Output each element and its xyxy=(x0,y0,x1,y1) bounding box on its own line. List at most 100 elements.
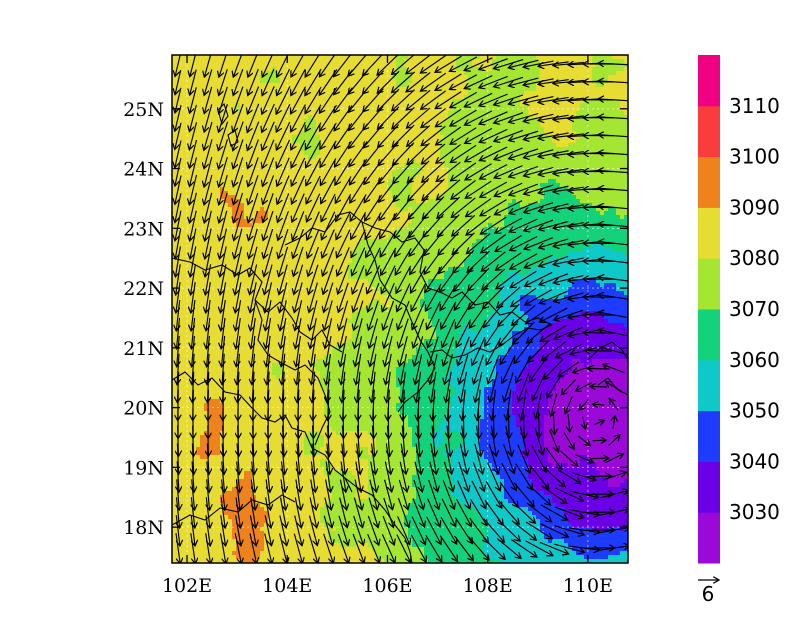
field-cell xyxy=(460,219,465,224)
field-cell xyxy=(272,191,277,196)
field-cell xyxy=(284,227,289,232)
field-cell xyxy=(360,123,365,128)
field-cell xyxy=(332,199,337,204)
field-cell xyxy=(372,111,377,116)
field-cell xyxy=(328,135,333,140)
field-cell xyxy=(588,91,593,96)
field-cell xyxy=(240,71,245,76)
field-cell xyxy=(532,115,537,120)
field-cell xyxy=(392,171,397,176)
field-cell xyxy=(396,207,401,212)
field-cell xyxy=(424,203,429,208)
field-cell xyxy=(180,139,185,144)
field-cell xyxy=(368,99,373,104)
field-cell xyxy=(200,123,205,128)
field-cell xyxy=(200,211,205,216)
field-cell xyxy=(316,95,321,100)
field-cell xyxy=(616,131,621,136)
field-cell xyxy=(340,151,345,156)
field-cell xyxy=(392,111,397,116)
field-cell xyxy=(284,99,289,104)
field-cell xyxy=(172,55,177,60)
field-cell xyxy=(428,135,433,140)
field-cell xyxy=(564,115,569,120)
field-cell xyxy=(624,71,628,76)
field-cell xyxy=(364,171,369,176)
field-cell xyxy=(224,99,229,104)
field-cell xyxy=(544,223,549,228)
field-cell xyxy=(252,175,257,180)
field-cell xyxy=(288,199,293,204)
field-cell xyxy=(480,215,485,220)
field-cell xyxy=(268,143,273,148)
field-cell xyxy=(488,155,493,160)
field-cell xyxy=(224,127,229,132)
field-cell xyxy=(180,199,185,204)
field-cell xyxy=(472,207,477,212)
field-cell xyxy=(384,107,389,112)
field-cell xyxy=(556,219,561,224)
field-cell xyxy=(376,99,381,104)
field-cell xyxy=(388,119,393,124)
field-cell xyxy=(500,219,505,224)
field-cell xyxy=(340,83,345,88)
field-cell xyxy=(468,107,473,112)
field-cell xyxy=(316,139,321,144)
field-cell xyxy=(340,147,345,152)
field-cell xyxy=(300,223,305,228)
field-cell xyxy=(616,147,621,152)
field-cell xyxy=(532,119,537,124)
field-cell xyxy=(580,71,585,76)
field-cell xyxy=(236,119,241,124)
field-cell xyxy=(580,211,585,216)
field-cell xyxy=(184,63,189,68)
field-cell xyxy=(520,223,525,228)
field-cell xyxy=(488,67,493,72)
field-cell xyxy=(444,195,449,200)
field-cell xyxy=(380,187,385,192)
field-cell xyxy=(316,191,321,196)
field-cell xyxy=(600,211,605,216)
field-cell xyxy=(404,215,409,220)
field-cell xyxy=(316,111,321,116)
field-cell xyxy=(452,171,457,176)
field-cell xyxy=(328,195,333,200)
field-cell xyxy=(420,223,425,228)
field-cell xyxy=(348,131,353,136)
field-cell xyxy=(616,99,621,104)
field-cell xyxy=(508,131,513,136)
field-cell xyxy=(452,135,457,140)
field-cell xyxy=(504,107,509,112)
field-cell xyxy=(368,151,373,156)
field-cell xyxy=(624,111,628,116)
field-cell xyxy=(604,163,609,168)
field-cell xyxy=(624,139,628,144)
field-cell xyxy=(464,135,469,140)
field-cell xyxy=(244,175,249,180)
field-cell xyxy=(504,147,509,152)
field-cell xyxy=(356,111,361,116)
field-cell xyxy=(564,103,569,108)
field-cell xyxy=(428,223,433,228)
field-cell xyxy=(452,163,457,168)
field-cell xyxy=(612,119,617,124)
field-cell xyxy=(300,103,305,108)
field-cell xyxy=(384,99,389,104)
field-cell xyxy=(468,91,473,96)
field-cell xyxy=(184,107,189,112)
field-cell xyxy=(328,171,333,176)
field-cell xyxy=(184,159,189,164)
field-cell xyxy=(476,199,481,204)
field-cell xyxy=(456,95,461,100)
field-cell xyxy=(304,203,309,208)
field-cell xyxy=(616,215,621,220)
field-cell xyxy=(256,119,261,124)
field-cell xyxy=(580,103,585,108)
field-cell xyxy=(520,215,525,220)
field-cell xyxy=(596,155,601,160)
field-cell xyxy=(292,135,297,140)
field-cell xyxy=(220,59,225,64)
field-cell xyxy=(180,143,185,148)
field-cell xyxy=(200,199,205,204)
field-cell xyxy=(448,75,453,80)
